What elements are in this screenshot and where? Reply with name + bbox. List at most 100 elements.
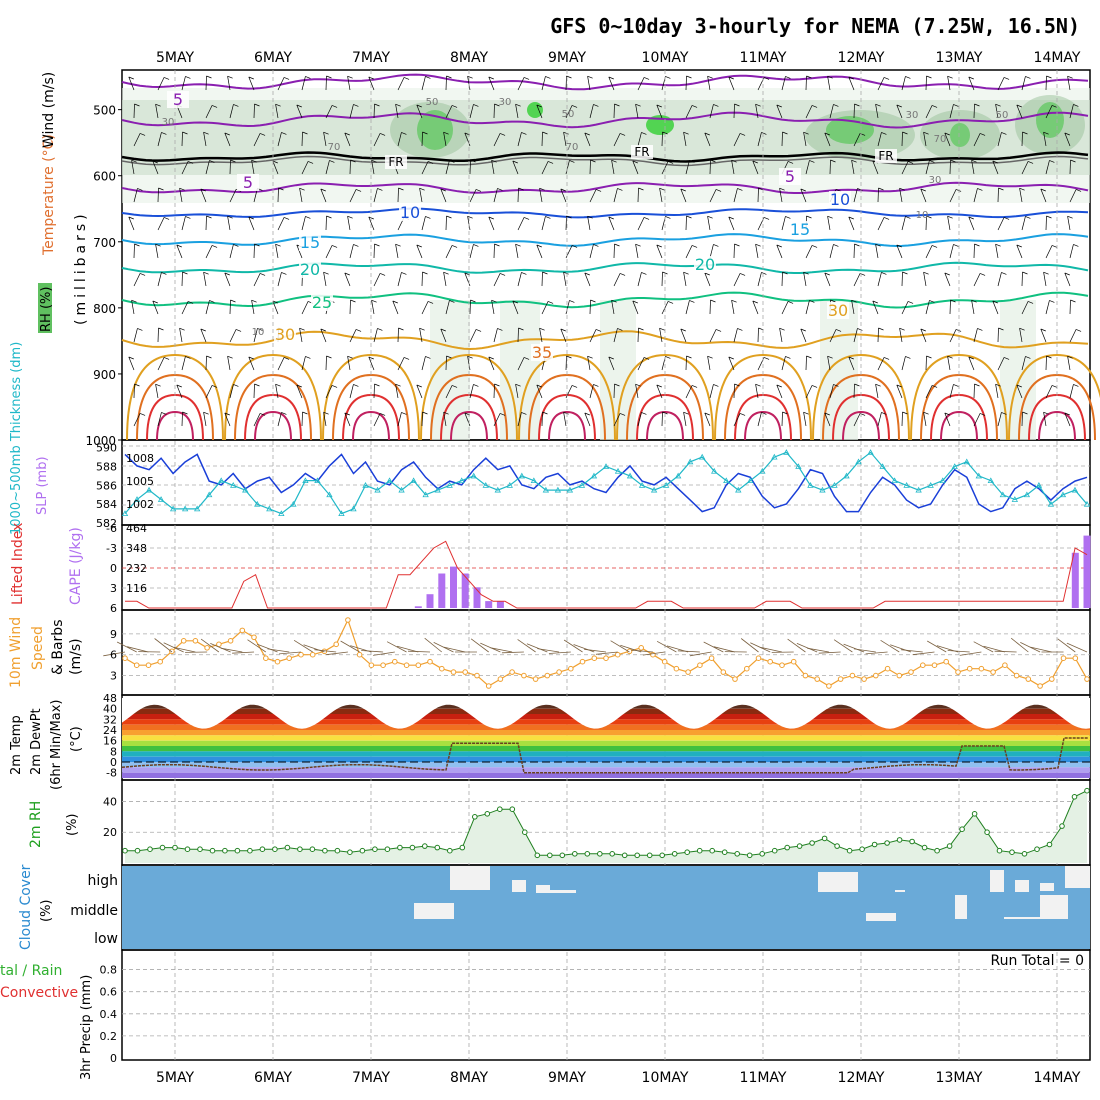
wind-barb-flag [875, 103, 881, 107]
wind-barb-flag [563, 131, 569, 135]
rh-line-point [996, 847, 1003, 854]
thickness-point [831, 482, 838, 488]
wind-barb [995, 104, 999, 119]
wind-barb [995, 244, 999, 259]
wind-barb [301, 131, 303, 147]
wind-barb-flag [401, 272, 407, 275]
wind-barb-flag [320, 188, 326, 192]
rh-contour-label: 10 [252, 327, 265, 338]
wind-barb [395, 104, 399, 119]
wind-speed-line-point [955, 669, 961, 675]
rh-line-point [584, 851, 591, 857]
lifted-index-line [125, 540, 1088, 609]
wind-barb [899, 188, 903, 203]
panel-tick: 6 [110, 649, 117, 662]
wind-barb-flag [659, 327, 665, 331]
wind-barb-flag [643, 77, 650, 80]
date-label-top: 12MAY [838, 50, 885, 66]
wind-barb-flag [785, 216, 791, 219]
rh-line-point [834, 843, 840, 849]
wind-barb [469, 189, 477, 203]
cape-bar [473, 587, 481, 608]
cape-tick: 464 [126, 522, 147, 535]
thickness-point [807, 482, 814, 488]
wind-barb-flag [131, 159, 137, 163]
wind-barb [371, 300, 375, 315]
wind-barb-flag [307, 161, 314, 164]
wind-barb-flag [854, 383, 860, 387]
wind-barb [320, 188, 327, 203]
wind-barb-flag [728, 76, 734, 80]
surface-isotherm-arc [450, 410, 488, 441]
wind-barb [469, 299, 471, 315]
rh-line-point [134, 847, 141, 854]
cloud-block [1040, 895, 1068, 919]
wind-barb-flag [398, 187, 404, 191]
wind-barb [685, 385, 693, 399]
wind-barb-flag [763, 357, 770, 360]
thickness-point [350, 505, 357, 512]
thickness-point [1071, 486, 1079, 493]
thickness-point [458, 477, 465, 484]
rh-line-point [459, 844, 466, 851]
wind-barb [923, 132, 927, 147]
wind-speed-line-point [614, 651, 621, 658]
surface-wind-barb [526, 643, 548, 653]
wind-barb-flag [953, 244, 959, 247]
wind-barb-flag [499, 413, 506, 416]
panel-tick: 0.4 [100, 1008, 118, 1021]
wind-barb-flag [128, 216, 134, 220]
wind-barb [683, 412, 687, 427]
surface-isotherm-arc [1008, 353, 1100, 441]
wind-barb-flag [470, 159, 476, 163]
wind-barb-flag [467, 355, 473, 359]
wind-barb [397, 327, 399, 343]
rh-line-point [709, 847, 716, 854]
wind-barb-flag [614, 243, 620, 247]
wind-barb [877, 187, 879, 203]
wind-barb [949, 244, 954, 259]
wind-barb-flag [331, 105, 338, 108]
wind-barb [709, 189, 717, 203]
wind-barb-flag [710, 299, 716, 303]
wind-barb [445, 215, 447, 231]
wind-barb-flag [377, 188, 383, 191]
thickness-point [145, 486, 153, 493]
temp-band [122, 762, 1090, 768]
wind-speed-line-point [1060, 655, 1067, 662]
wind-barb [205, 300, 210, 315]
wind-barb [491, 300, 495, 315]
wind-barb-flag [347, 215, 353, 219]
wind-barb-flag [235, 329, 242, 332]
wind-barb-flag [1049, 300, 1055, 303]
wind-barb [467, 76, 471, 91]
wind-barb [517, 77, 525, 91]
wind-barb [421, 301, 429, 315]
wind-barb-flag [587, 215, 593, 219]
wind-barb [541, 411, 543, 427]
wind-barb-flag [1043, 411, 1049, 415]
wind-barb-flag [323, 131, 329, 135]
wind-barb-flag [995, 383, 1001, 387]
series-layer [103, 449, 1091, 949]
thickness-point [891, 477, 898, 484]
wind-barb-flag [248, 356, 254, 360]
wind-barb-flag [881, 412, 887, 415]
wind-barb-flag [763, 77, 770, 80]
panel-tick: 20 [103, 826, 117, 839]
wind-barb [824, 412, 831, 427]
wind-barb-flag [475, 329, 482, 332]
temp-label-3: (6hr Min/Max) [49, 700, 64, 790]
wind-speed-line-point [685, 669, 691, 675]
wind-barb-flag [305, 356, 311, 359]
wind-barb [877, 412, 882, 427]
wind-barb [1045, 385, 1053, 399]
wind-barb-flag [451, 385, 458, 388]
wind-barb-flag [163, 357, 170, 360]
wind-barb-flag [203, 131, 209, 135]
rh-line-point [921, 844, 928, 851]
surface-wind-barb [563, 639, 583, 653]
wind-barb [397, 412, 402, 427]
cloud-block [866, 913, 896, 921]
wind-barb-flag [296, 104, 302, 108]
